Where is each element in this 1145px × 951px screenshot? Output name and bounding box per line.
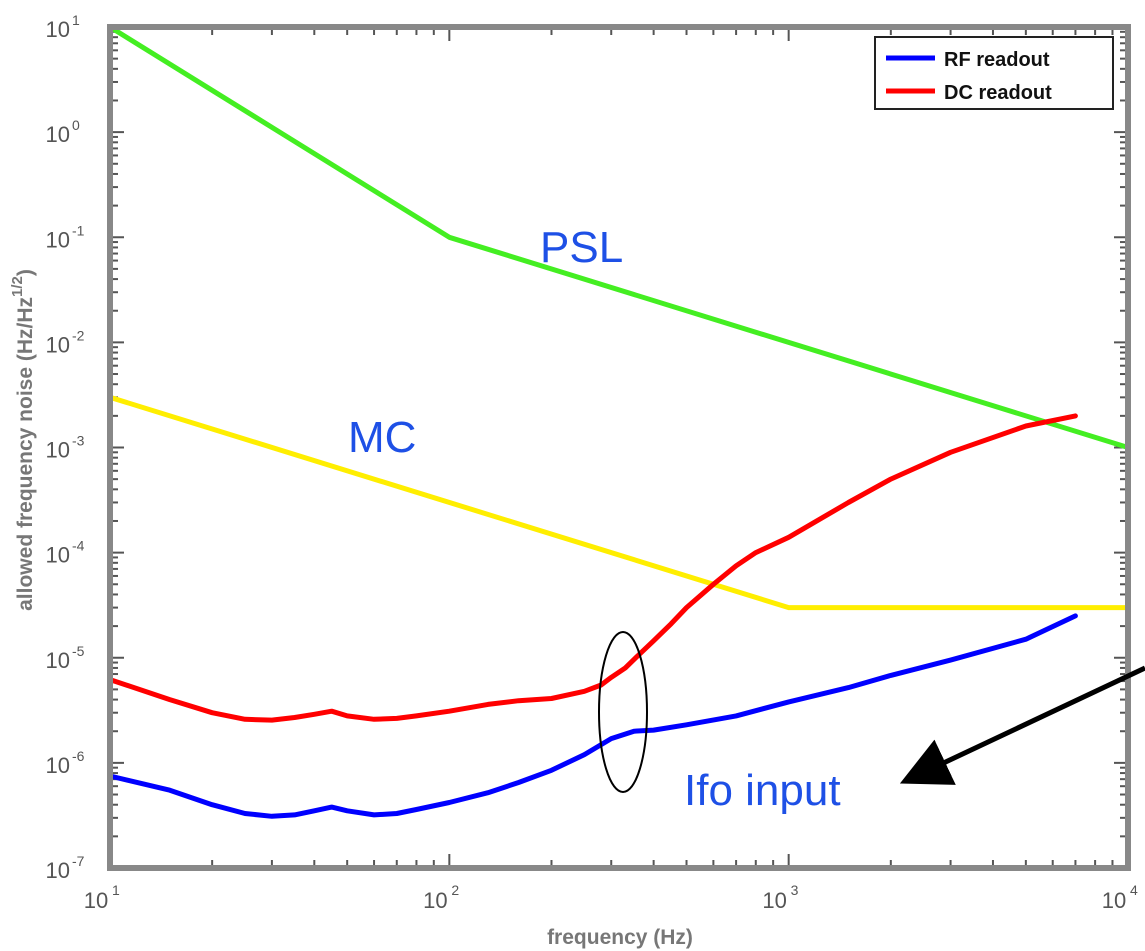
y-tick-label-exp: -6 <box>72 748 85 764</box>
y-axis-label-main: allowed frequency noise (Hz/Hz <box>14 297 37 611</box>
x-tick-label-exp: 2 <box>451 882 459 898</box>
x-tick-label: 10 <box>84 888 108 913</box>
y-tick-label-exp: -1 <box>72 222 85 238</box>
y-tick-label: 10 <box>46 122 70 147</box>
series-layer <box>107 24 1131 819</box>
y-tick-label: 10 <box>46 648 70 673</box>
legend-label-dc-readout: DC readout <box>944 82 1052 104</box>
x-tick-label-exp: 4 <box>1130 882 1138 898</box>
y-tick-label: 10 <box>46 753 70 778</box>
annotation-ifo-input: Ifo input <box>684 766 841 815</box>
transition-highlight-ellipse <box>598 631 648 793</box>
y-tick-label-exp: -5 <box>72 643 85 659</box>
legend-label-rf-readout: RF readout <box>944 49 1050 71</box>
legend: RF readout DC readout <box>874 36 1114 110</box>
annotation-arrow <box>899 665 1145 785</box>
y-tick-label: 10 <box>46 858 70 883</box>
y-tick-label-exp: -3 <box>72 433 85 449</box>
y-tick-label-exp: 0 <box>72 117 80 133</box>
legend-box <box>874 36 1114 110</box>
x-tick-label: 10 <box>423 888 447 913</box>
y-tick-label-exp: -2 <box>72 327 85 343</box>
y-tick-label-exp: 1 <box>72 12 80 28</box>
annotation-mc: MC <box>348 413 416 462</box>
axis-ticks: 10 1 10 2 10 3 10 410 110 010 -110 -210 -310 -410 -510… <box>46 12 1138 913</box>
y-axis-label-exp: 1/2 <box>9 276 26 297</box>
series-line-dc-readout <box>107 413 1078 723</box>
y-tick-label: 10 <box>46 332 70 357</box>
y-tick-label: 10 <box>46 438 70 463</box>
y-tick-label: 10 <box>46 227 70 252</box>
y-tick-label-exp: -7 <box>72 853 85 869</box>
x-tick-label-exp: 3 <box>791 882 799 898</box>
x-tick-label: 10 <box>762 888 786 913</box>
y-tick-label-exp: -4 <box>72 538 85 554</box>
series-line-psl <box>107 24 1131 450</box>
y-tick-label: 10 <box>46 543 70 568</box>
y-axis-label: allowed frequency noise (Hz/Hz1/2) <box>9 269 37 611</box>
y-axis-label-end: ) <box>14 269 37 276</box>
x-axis-label: frequency (Hz) <box>547 926 693 949</box>
series-line-rf-readout <box>107 613 1078 819</box>
x-tick-label-exp: 1 <box>112 882 120 898</box>
x-tick-label: 10 <box>1102 888 1126 913</box>
annotation-psl: PSL <box>540 223 623 272</box>
plot-frame <box>107 24 1131 871</box>
series-line-mc <box>107 394 1131 611</box>
y-tick-label: 10 <box>46 17 70 42</box>
